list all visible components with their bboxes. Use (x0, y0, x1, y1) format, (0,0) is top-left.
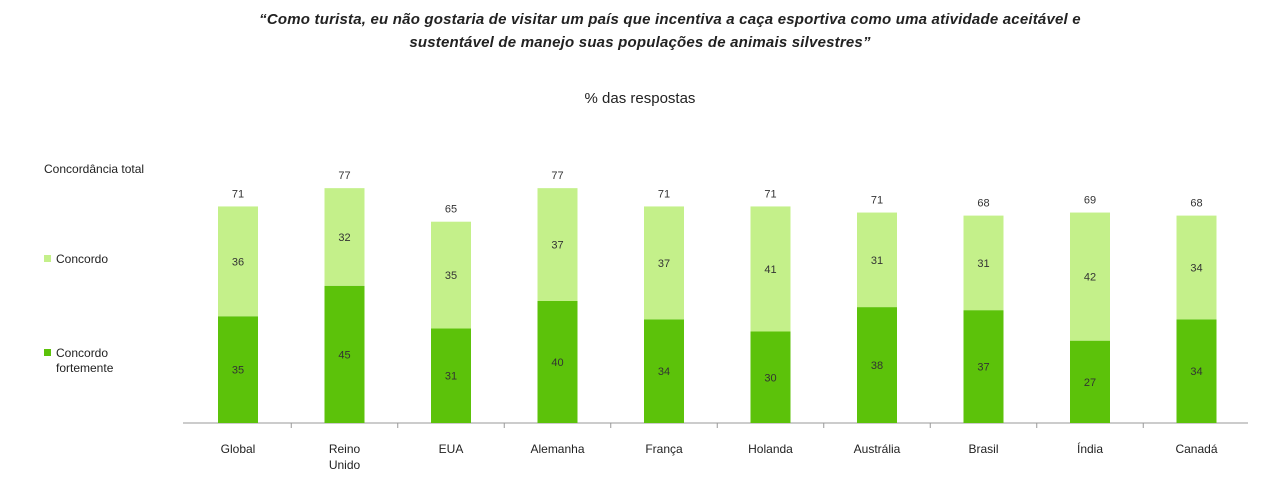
bar-concordo-fortemente (324, 285, 365, 423)
bar-concordo-fortemente (644, 319, 684, 423)
x-tick-label: Índia (1077, 441, 1103, 456)
data-label-total: 71 (871, 195, 883, 207)
legend-concordo-fortemente-swatch (44, 349, 51, 356)
bar-concordo (431, 221, 471, 329)
data-label-concordo-fortemente: 31 (445, 371, 457, 383)
chart-title-line2: sustentável de manejo suas populações de… (409, 34, 871, 51)
data-label-concordo: 31 (977, 258, 989, 270)
legend-total-label: Concordância total (44, 162, 145, 176)
legend-concordo-swatch (44, 255, 51, 262)
legend-concordo-fortemente-label: Concordo fortemente (56, 346, 114, 375)
data-label-concordo: 37 (658, 258, 670, 270)
bar-concordo (537, 188, 578, 301)
data-label-concordo-fortemente: 45 (338, 349, 350, 361)
bar-concordo-fortemente (218, 316, 258, 423)
bar-concordo-fortemente (750, 331, 791, 423)
bar-concordo (1070, 212, 1110, 341)
data-label-total: 71 (232, 188, 244, 200)
bar-concordo-fortemente (1176, 319, 1217, 423)
data-label-total: 65 (445, 204, 457, 216)
x-tick-label: Reino Unido (329, 442, 361, 472)
data-label-concordo-fortemente: 38 (871, 360, 883, 372)
chart-title-line1: “Como turista, eu não gostaria de visita… (259, 11, 1081, 28)
data-label-total: 71 (764, 188, 776, 200)
chart-title: “Como turista, eu não gostaria de visita… (0, 8, 1280, 54)
data-label-concordo-fortemente: 27 (1084, 377, 1096, 389)
bar-concordo (324, 188, 365, 286)
bar-concordo (750, 206, 791, 332)
data-label-total: 77 (338, 170, 350, 182)
data-label-total: 68 (977, 198, 989, 210)
x-tick-label: Brasil (968, 442, 998, 456)
x-tick-label: França (645, 442, 683, 456)
x-tick-label: Holanda (748, 442, 793, 456)
bar-concordo (644, 206, 684, 320)
data-label-concordo: 34 (1190, 262, 1202, 274)
bar-concordo (963, 215, 1004, 311)
data-label-concordo: 35 (445, 270, 457, 282)
bar-concordo (857, 212, 897, 308)
data-label-concordo: 32 (338, 232, 350, 244)
x-tick-label: Austrália (854, 442, 901, 456)
bar-concordo-fortemente (1070, 340, 1110, 423)
data-label-total: 69 (1084, 195, 1096, 207)
x-tick-label: EUA (439, 442, 464, 456)
data-label-concordo-fortemente: 37 (977, 362, 989, 374)
data-label-total: 71 (658, 188, 670, 200)
legend-concordo: Concordo (44, 252, 108, 267)
bar-concordo-fortemente (431, 328, 471, 423)
data-label-concordo: 31 (871, 255, 883, 267)
data-label-concordo: 36 (232, 256, 244, 268)
chart-subtitle: % das respostas (584, 90, 696, 107)
data-label-concordo-fortemente: 40 (551, 357, 563, 369)
bar-concordo (1176, 215, 1217, 320)
legend-total: Concordância total (44, 162, 144, 177)
x-tick-label: Alemanha (530, 442, 584, 456)
bar-concordo-fortemente (963, 310, 1004, 423)
data-label-concordo-fortemente: 34 (1190, 366, 1202, 378)
data-label-total: 77 (551, 170, 563, 182)
data-label-concordo-fortemente: 34 (658, 366, 670, 378)
data-label-total: 68 (1190, 198, 1202, 210)
legend-concordo-fortemente: Concordo fortemente (44, 346, 113, 376)
data-label-concordo: 37 (551, 240, 563, 252)
data-label-concordo: 41 (764, 264, 776, 276)
data-label-concordo-fortemente: 30 (764, 372, 776, 384)
bar-concordo-fortemente (537, 301, 578, 423)
bar-concordo (218, 206, 258, 317)
data-label-concordo-fortemente: 35 (232, 365, 244, 377)
bar-concordo-fortemente (857, 307, 897, 423)
legend-concordo-label: Concordo (56, 252, 109, 266)
data-label-concordo: 42 (1084, 272, 1096, 284)
x-tick-label: Canadá (1175, 442, 1217, 456)
x-tick-label: Global (221, 442, 256, 456)
